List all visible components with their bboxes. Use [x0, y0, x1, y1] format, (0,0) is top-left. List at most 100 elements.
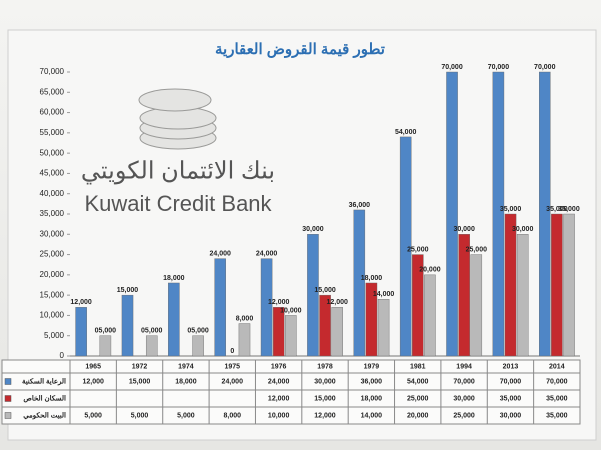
data-label: 18,000 — [163, 275, 185, 282]
data-label: 15,000 — [117, 287, 139, 294]
x-tick-label: 2013 — [503, 363, 519, 370]
bar — [260, 258, 273, 357]
data-label: 35,000 — [558, 206, 580, 213]
table-cell: 30,000 — [314, 378, 336, 385]
chart-title: تطور قيمة القروض العقارية — [215, 41, 385, 58]
bar — [331, 307, 343, 357]
table-cell: 12,000 — [314, 412, 336, 419]
y-tick-label: 10,000 — [40, 311, 65, 320]
table-cell: 70,000 — [546, 378, 568, 385]
legend-swatch — [4, 395, 12, 402]
data-label: 54,000 — [395, 129, 417, 136]
data-label: 20,000 — [419, 267, 441, 274]
bar — [377, 299, 390, 357]
bar — [319, 294, 331, 357]
table-cell: 36,000 — [361, 378, 383, 385]
data-label: 70,000 — [534, 64, 556, 71]
table-cell: 15,000 — [129, 378, 151, 385]
data-label: 05,000 — [95, 328, 117, 335]
data-label: 12,000 — [268, 299, 290, 306]
data-label: 36,000 — [349, 202, 371, 209]
y-tick-label: 0 — [60, 351, 65, 360]
table-cell: 12,000 — [82, 378, 104, 385]
legend-swatch — [4, 412, 12, 419]
table-cell: 35,000 — [546, 412, 568, 419]
table-cell: 12,000 — [268, 395, 290, 402]
data-label: 15,000 — [314, 287, 336, 294]
data-label: 30,000 — [512, 226, 534, 233]
table-frame — [1, 359, 581, 425]
data-label: 30,000 — [302, 226, 324, 233]
data-label: 70,000 — [441, 64, 463, 71]
data-label: 10,000 — [280, 307, 302, 314]
data-label: 0 — [230, 348, 234, 355]
data-label: 70,000 — [488, 64, 510, 71]
x-tick-label: 1975 — [224, 363, 240, 370]
x-tick-label: 1994 — [456, 363, 472, 370]
legend-label: السكان الخاص — [23, 394, 66, 402]
y-tick-label: 35,000 — [40, 209, 65, 218]
bar — [424, 274, 436, 357]
bar — [458, 234, 470, 357]
x-tick-label: 1976 — [271, 363, 287, 370]
table-cell: 25,000 — [453, 412, 475, 419]
table-cell: 30,000 — [500, 412, 522, 419]
y-tick-label: 55,000 — [40, 128, 65, 137]
y-tick-label: 70,000 — [40, 67, 65, 76]
table-cell: 70,000 — [453, 378, 475, 385]
data-label: 14,000 — [373, 291, 395, 298]
table-cell: 30,000 — [453, 395, 475, 402]
table-cell: 70,000 — [500, 378, 522, 385]
data-label: 8,000 — [236, 315, 254, 322]
legend-swatch — [4, 378, 12, 385]
table-cell: 35,000 — [500, 395, 522, 402]
y-tick-label: 45,000 — [40, 169, 65, 178]
data-label: 12,000 — [70, 299, 92, 306]
bar — [75, 307, 87, 357]
y-tick-label: 30,000 — [40, 229, 65, 238]
x-tick-label: 1978 — [317, 363, 333, 370]
y-tick-label: 15,000 — [40, 290, 65, 299]
data-label: 25,000 — [466, 246, 488, 253]
x-tick-label: 1981 — [410, 363, 426, 370]
bar — [192, 335, 204, 357]
bar — [412, 254, 424, 357]
bar — [272, 307, 285, 357]
bar — [238, 323, 251, 357]
bar — [307, 234, 319, 357]
data-label: 12,000 — [326, 299, 348, 306]
table-cell: 24,000 — [222, 378, 244, 385]
data-label: 35,000 — [546, 206, 568, 213]
x-tick-label: 2014 — [549, 363, 565, 370]
y-tick-label: 25,000 — [40, 250, 65, 259]
y-tick-label: 60,000 — [40, 108, 65, 117]
table-cell: 20,000 — [407, 412, 429, 419]
table-cell: 14,000 — [361, 412, 383, 419]
bar — [563, 213, 575, 357]
bar — [99, 335, 112, 357]
table-cell: 5,000 — [84, 412, 102, 419]
table-cell: 25,000 — [407, 395, 429, 402]
bar — [470, 254, 483, 357]
data-label: 24,000 — [256, 250, 278, 257]
y-tick-label: 20,000 — [40, 270, 65, 279]
y-tick-label: 40,000 — [40, 189, 65, 198]
data-label: 24,000 — [210, 250, 232, 257]
table-cell: 10,000 — [268, 412, 290, 419]
bar — [285, 315, 297, 357]
legend-label: البيت الحكومي — [23, 411, 66, 420]
bar — [168, 282, 180, 357]
table-cell: 15,000 — [314, 395, 336, 402]
table-cell: 5,000 — [177, 412, 195, 419]
bar — [504, 213, 517, 357]
data-label: 35,000 — [500, 206, 522, 213]
legend-label: الرعاية السكنية — [22, 377, 66, 385]
logo-english: Kuwait Credit Bank — [84, 191, 272, 216]
bar — [551, 213, 563, 357]
data-label: 18,000 — [361, 275, 383, 282]
bar — [539, 71, 551, 357]
y-tick-label: 50,000 — [40, 148, 65, 157]
table-cell: 24,000 — [268, 378, 290, 385]
